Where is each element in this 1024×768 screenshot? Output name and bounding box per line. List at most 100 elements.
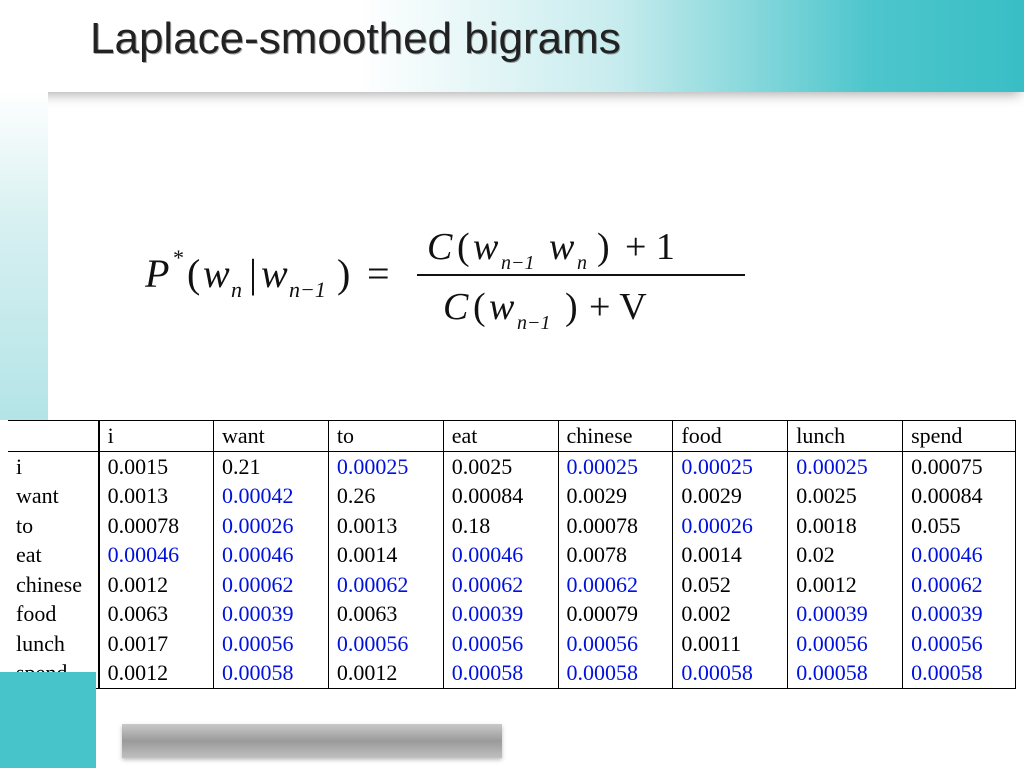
cell: 0.0013 <box>328 511 443 541</box>
cell: 0.0063 <box>328 599 443 629</box>
col-spend: spend <box>903 421 1016 452</box>
cell: 0.00062 <box>558 570 673 600</box>
formula-n: n <box>231 277 242 302</box>
cell: 0.0012 <box>99 658 214 688</box>
bigram-table-wrap: iwanttoeatchinesefoodlunchspend i0.00150… <box>8 420 1016 689</box>
cell: 0.0014 <box>673 540 788 570</box>
bigram-table: iwanttoeatchinesefoodlunchspend i0.00150… <box>8 420 1016 689</box>
row-i: i <box>8 451 99 481</box>
cell: 0.00046 <box>443 540 558 570</box>
table-row: eat0.000460.000460.00140.000460.00780.00… <box>8 540 1016 570</box>
col-lunch: lunch <box>788 421 903 452</box>
col-food: food <box>673 421 788 452</box>
cell: 0.00039 <box>443 599 558 629</box>
cell: 0.00056 <box>788 629 903 659</box>
cell: 0.18 <box>443 511 558 541</box>
den-lp: ( <box>473 286 486 328</box>
cell: 0.052 <box>673 570 788 600</box>
cell: 0.00058 <box>443 658 558 688</box>
row-eat: eat <box>8 540 99 570</box>
slide-title-bar: Laplace-smoothed bigrams <box>0 0 1024 92</box>
formula-wn1: w <box>261 251 288 296</box>
cell: 0.00046 <box>99 540 214 570</box>
footer-square <box>0 672 96 768</box>
cell: 0.00026 <box>214 511 329 541</box>
num-C: C <box>427 226 453 268</box>
num-wns: n <box>577 252 587 274</box>
cell: 0.00078 <box>99 511 214 541</box>
col-to: to <box>328 421 443 452</box>
row-to: to <box>8 511 99 541</box>
cell: 0.00058 <box>673 658 788 688</box>
table-row: want0.00130.000420.260.000840.00290.0029… <box>8 481 1016 511</box>
cell: 0.00039 <box>788 599 903 629</box>
den-wn1: w <box>489 286 515 328</box>
cell: 0.00025 <box>673 451 788 481</box>
cell: 0.21 <box>214 451 329 481</box>
cell: 0.00075 <box>903 451 1016 481</box>
footer-bar <box>122 724 502 758</box>
num-wn1: w <box>473 226 499 268</box>
cell: 0.00058 <box>903 658 1016 688</box>
formula-rparen: ) <box>337 251 350 296</box>
row-lunch: lunch <box>8 629 99 659</box>
table-row: to0.000780.000260.00130.180.000780.00026… <box>8 511 1016 541</box>
cell: 0.00062 <box>328 570 443 600</box>
cell: 0.00062 <box>443 570 558 600</box>
cell: 0.0029 <box>673 481 788 511</box>
cell: 0.0014 <box>328 540 443 570</box>
cell: 0.00058 <box>788 658 903 688</box>
formula-star: * <box>173 245 184 270</box>
cell: 0.26 <box>328 481 443 511</box>
cell: 0.00056 <box>214 629 329 659</box>
cell: 0.0078 <box>558 540 673 570</box>
den-C: C <box>443 286 469 328</box>
cell: 0.0017 <box>99 629 214 659</box>
cell: 0.00025 <box>328 451 443 481</box>
table-row: chinese0.00120.000620.000620.000620.0006… <box>8 570 1016 600</box>
formula-eq: = <box>367 251 390 296</box>
cell: 0.00058 <box>558 658 673 688</box>
cell: 0.02 <box>788 540 903 570</box>
table-row: spend0.00120.000580.00120.000580.000580.… <box>8 658 1016 688</box>
cell: 0.00026 <box>673 511 788 541</box>
cell: 0.00056 <box>328 629 443 659</box>
num-wn: w <box>549 226 575 268</box>
cell: 0.0015 <box>99 451 214 481</box>
num-plus1: + 1 <box>625 226 675 268</box>
cell: 0.00062 <box>903 570 1016 600</box>
formula-lparen: ( <box>187 251 200 296</box>
cell: 0.00042 <box>214 481 329 511</box>
cell: 0.0025 <box>788 481 903 511</box>
table-row: i0.00150.210.000250.00250.000250.000250.… <box>8 451 1016 481</box>
row-chinese: chinese <box>8 570 99 600</box>
table-row: food0.00630.000390.00630.000390.000790.0… <box>8 599 1016 629</box>
row-want: want <box>8 481 99 511</box>
col-corner <box>8 421 99 452</box>
cell: 0.00056 <box>443 629 558 659</box>
formula-wn: w <box>203 251 230 296</box>
cell: 0.00058 <box>214 658 329 688</box>
cell: 0.00056 <box>558 629 673 659</box>
cell: 0.002 <box>673 599 788 629</box>
slide-title: Laplace-smoothed bigrams <box>90 14 621 64</box>
cell: 0.00039 <box>903 599 1016 629</box>
cell: 0.00046 <box>214 540 329 570</box>
cell: 0.00084 <box>903 481 1016 511</box>
cell: 0.0011 <box>673 629 788 659</box>
cell: 0.0013 <box>99 481 214 511</box>
col-eat: eat <box>443 421 558 452</box>
table-row: lunch0.00170.000560.000560.000560.000560… <box>8 629 1016 659</box>
cell: 0.00056 <box>903 629 1016 659</box>
formula-bar: | <box>249 251 257 296</box>
cell: 0.00025 <box>788 451 903 481</box>
num-wn1s: n−1 <box>501 252 535 274</box>
cell: 0.00046 <box>903 540 1016 570</box>
den-rp: ) <box>565 286 578 328</box>
side-accent <box>0 90 48 420</box>
cell: 0.0018 <box>788 511 903 541</box>
num-rp: ) <box>597 226 610 268</box>
laplace-formula: P * ( w n | w n−1 ) = C ( w n−1 w n ) + … <box>145 215 765 335</box>
cell: 0.00039 <box>214 599 329 629</box>
num-lp: ( <box>457 226 470 268</box>
